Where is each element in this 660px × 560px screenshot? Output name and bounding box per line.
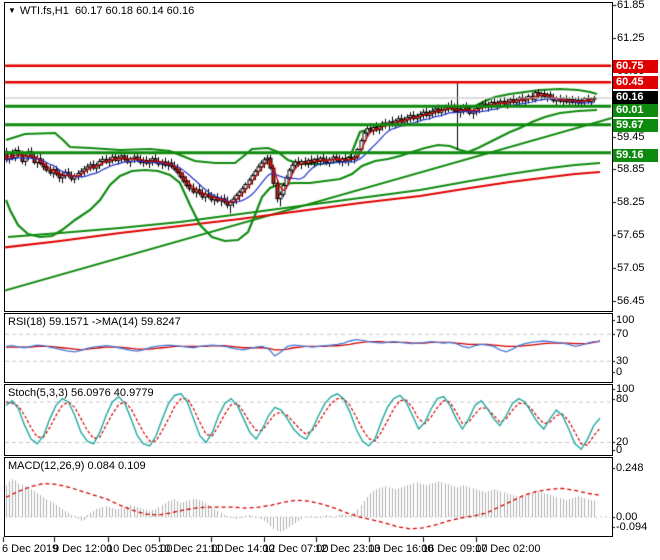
rsi-panel bbox=[4, 313, 613, 383]
time-axis-label: 10 Dec 05:00 bbox=[107, 543, 173, 555]
macd-level-label: 0.248 bbox=[616, 462, 644, 474]
time-axis-label: 13 Dec 16:00 bbox=[368, 543, 434, 555]
stoch-indicator-label: Stoch(5,3,3) 56.0976 40.9779 bbox=[8, 387, 154, 399]
price-axis-tick-label: 58.85 bbox=[617, 163, 645, 175]
macd-indicator-label: MACD(12,26,9) 0.084 0.109 bbox=[8, 460, 146, 472]
stoch-level-label: 100 bbox=[616, 383, 635, 395]
time-axis-label: 11 Dec 14:00 bbox=[210, 543, 275, 555]
ohlc-quotes: 60.17 60.18 60.14 60.16 bbox=[74, 5, 195, 17]
symbol-marker-icon[interactable]: ▼ bbox=[8, 6, 16, 15]
price-axis-tick-label: 57.65 bbox=[617, 229, 645, 241]
price-axis-tick-label: 57.05 bbox=[617, 262, 645, 274]
price-badge-60-75: 60.75 bbox=[613, 59, 658, 73]
rsi-level-label: 70 bbox=[616, 328, 629, 340]
time-axis-label: 16 Dec 09:00 bbox=[422, 543, 488, 555]
macd-level-label: 0.00 bbox=[616, 511, 638, 523]
macd-level-label: -0.094 bbox=[616, 521, 648, 533]
time-axis-label: 12 Dec 23:00 bbox=[315, 543, 381, 555]
time-axis-label: 17 Dec 02:00 bbox=[475, 543, 541, 555]
time-axis-label: 10 Dec 21:00 bbox=[158, 543, 224, 555]
price-badge-59-67: 59.67 bbox=[613, 118, 658, 132]
stoch-level-label: 20 bbox=[616, 436, 629, 448]
price-badge-60-45: 60.45 bbox=[613, 75, 658, 89]
price-axis-tick-label: 59.45 bbox=[617, 131, 645, 143]
time-axis-label: 12 Dec 07:00 bbox=[263, 543, 329, 555]
symbol-title: WTI.fs,H1 bbox=[19, 5, 69, 17]
chart-header: ▼ WTI.fs,H1 60.17 60.18 60.14 60.16 bbox=[8, 5, 194, 17]
stoch-level-label: 0 bbox=[616, 444, 623, 456]
price-axis-tick-label: 56.45 bbox=[617, 295, 645, 307]
price-badge-60-01: 60.01 bbox=[613, 103, 658, 117]
stochastic-panel bbox=[4, 384, 613, 456]
price-badge-60-16: 60.16 bbox=[613, 90, 658, 104]
price-badge-59-16: 59.16 bbox=[613, 148, 658, 162]
macd-panel bbox=[4, 457, 613, 537]
time-axis-label: 6 Dec 2019 bbox=[2, 543, 59, 555]
rsi-level-label: 30 bbox=[616, 355, 629, 367]
stoch-level-label: 80 bbox=[616, 393, 629, 405]
rsi-level-label: 0 bbox=[616, 366, 623, 378]
main-price-panel bbox=[4, 2, 613, 312]
rsi-level-label: 100 bbox=[616, 314, 635, 326]
price-axis-tick-label: 58.25 bbox=[617, 196, 645, 208]
time-axis-label: 9 Dec 12:00 bbox=[53, 543, 113, 555]
rsi-indicator-label: RSI(18) 59.1571 ->MA(14) 59.8247 bbox=[8, 316, 181, 328]
price-axis-tick-label: 61.25 bbox=[617, 32, 645, 44]
price-axis-tick-label: 61.85 bbox=[617, 0, 645, 11]
